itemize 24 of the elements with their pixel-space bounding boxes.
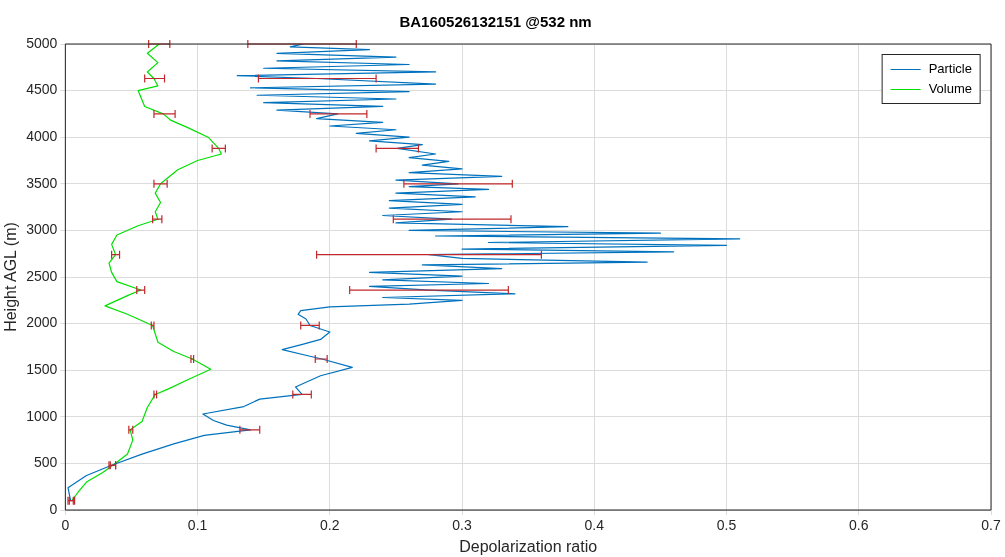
x-tick-label: 0.2 — [320, 517, 340, 534]
y-tick-label: 2500 — [26, 267, 58, 284]
x-tick-label: 0.3 — [452, 517, 472, 534]
y-tick-label: 1500 — [26, 361, 58, 378]
legend-label: Particle — [928, 60, 972, 78]
legend-label: Volume — [928, 80, 972, 98]
chart-title: BA160526132151 @532 nm — [399, 13, 592, 31]
x-tick-label: 0.6 — [849, 517, 869, 534]
y-tick-label: 3500 — [26, 174, 58, 191]
y-axis-title: Height AGL (m) — [2, 222, 20, 332]
y-tick-label: 2000 — [26, 314, 58, 331]
y-tick-label: 4000 — [26, 128, 58, 145]
x-tick-label: 0 — [61, 517, 70, 534]
y-tick-label: 4500 — [26, 81, 58, 98]
y-tick-label: 500 — [33, 454, 58, 471]
y-tick-label: 3000 — [26, 221, 58, 238]
x-tick-label: 0.1 — [187, 517, 208, 534]
x-tick-label: 0.7 — [981, 517, 1001, 534]
y-tick-label: 5000 — [26, 34, 58, 51]
x-tick-label: 0.4 — [584, 517, 605, 534]
x-axis-title: Depolarization ratio — [459, 537, 598, 555]
y-tick-label: 1000 — [26, 407, 58, 424]
x-tick-label: 0.5 — [716, 517, 737, 534]
y-tick-label: 0 — [49, 500, 58, 517]
